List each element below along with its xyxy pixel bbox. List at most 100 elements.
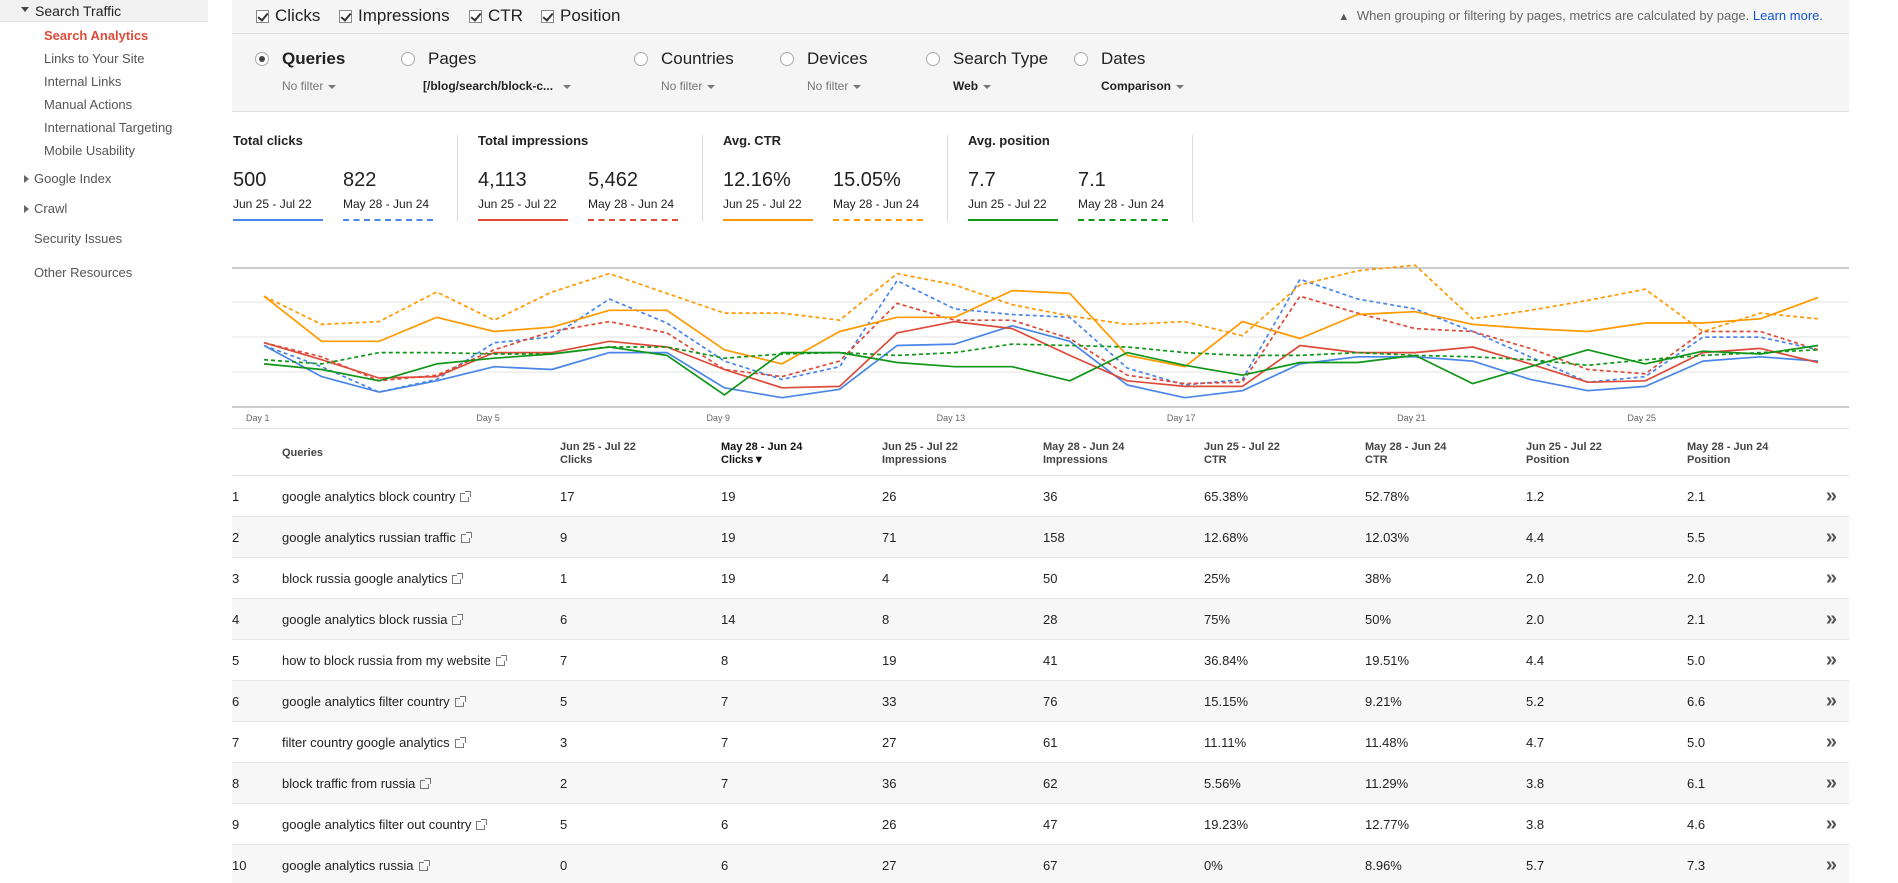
ctr-checkbox-label: CTR <box>488 6 523 25</box>
sidebar-section-search-traffic[interactable]: Search Traffic <box>0 0 208 22</box>
table-row[interactable]: 5 how to block russia from my website 7 8 19… <box>232 640 1849 681</box>
cell-text: 4.6 <box>1687 817 1706 832</box>
column-header-5[interactable]: Jun 25 - Jul 22 CTR <box>1204 441 1280 467</box>
table-row[interactable]: 10 google analytics russia 0 6 27 67 0% 8.96% 5.… <box>232 845 1849 883</box>
external-link-icon[interactable] <box>452 573 464 584</box>
query-link[interactable]: how to block russia from my website <box>282 653 507 668</box>
avg-position-title: Avg. position <box>968 133 1050 148</box>
filter-countries-dropdown[interactable]: No filter <box>661 79 716 93</box>
external-link-icon[interactable] <box>418 860 430 871</box>
double-chevron-right-icon[interactable]: » <box>1825 485 1837 507</box>
column-header-queries[interactable]: Queries <box>282 447 323 460</box>
radio-selected-icon[interactable] <box>255 52 269 66</box>
sidebar-item-international-targeting[interactable]: International Targeting <box>44 120 173 135</box>
external-link-icon[interactable] <box>420 778 432 789</box>
table-row[interactable]: 7 filter country google analytics 3 7 27 61 11… <box>232 722 1849 763</box>
external-link-icon[interactable] <box>460 532 472 543</box>
column-header-1[interactable]: Jun 25 - Jul 22 Clicks <box>560 441 636 467</box>
total-impressions-card[interactable]: Total impressions 4,113 Jun 25 - Jul 22 … <box>478 133 678 221</box>
sidebar-item-links-to-your-site[interactable]: Links to Your Site <box>44 51 145 66</box>
metric-cell: 28 <box>1043 612 1057 627</box>
metric-cell: 3.8 <box>1526 776 1544 791</box>
query-link[interactable]: google analytics block country <box>282 489 472 504</box>
table-row[interactable]: 9 google analytics filter out country 5 6 26… <box>232 804 1849 845</box>
table-row[interactable]: 3 block russia google analytics 1 19 4 50 25% 3… <box>232 558 1849 599</box>
filter-search-type-label: Search Type <box>953 49 1049 68</box>
filter-devices-dropdown[interactable]: No filter <box>807 79 862 93</box>
queries-table: Queries Jun 25 - Jul 22 Clicks May 28 - Jun… <box>232 428 1849 883</box>
table-row[interactable]: 2 google analytics russian traffic 9 19 71 15… <box>232 517 1849 558</box>
query-link[interactable]: google analytics filter out country <box>282 817 488 832</box>
cell-text: 36 <box>882 776 897 791</box>
double-chevron-right-icon[interactable]: » <box>1825 731 1837 753</box>
query-link[interactable]: block russia google analytics <box>282 571 464 586</box>
table-row[interactable]: 1 google analytics block country 17 19 26 36 6… <box>232 476 1849 517</box>
column-header-8[interactable]: May 28 - Jun 24 Position <box>1687 441 1768 467</box>
filter-queries-dropdown[interactable]: No filter <box>282 79 337 93</box>
sidebar-item-manual-actions[interactable]: Manual Actions <box>44 97 133 112</box>
metric-cell: 1.2 <box>1526 489 1544 504</box>
sidebar-item-search-analytics[interactable]: Search Analytics <box>44 28 149 43</box>
query-link[interactable]: google analytics russia <box>282 858 430 873</box>
metric-cell: 9 <box>560 530 567 545</box>
double-chevron-right-icon[interactable]: » <box>1825 772 1837 794</box>
double-chevron-right-icon[interactable]: » <box>1825 526 1837 548</box>
sidebar-item-mobile-usability[interactable]: Mobile Usability <box>44 143 136 158</box>
filter-pages-dropdown[interactable]: [/blog/search/block-c... <box>423 79 572 93</box>
cell-text: google analytics filter out country <box>282 817 472 832</box>
query-link[interactable]: google analytics filter country <box>282 694 466 709</box>
learn-more-link[interactable]: Learn more. <box>1752 8 1823 23</box>
table-row[interactable]: 4 google analytics block russia 6 14 8 28 75% 5… <box>232 599 1849 640</box>
external-link-icon[interactable] <box>476 819 488 830</box>
column-header-6[interactable]: May 28 - Jun 24 CTR <box>1365 441 1446 467</box>
external-link-icon[interactable] <box>452 614 464 625</box>
radio-icon[interactable] <box>634 52 648 66</box>
double-chevron-right-icon[interactable]: » <box>1825 608 1837 630</box>
radio-icon[interactable] <box>401 52 415 66</box>
impressions-checkbox[interactable]: Impressions <box>339 6 450 26</box>
total-clicks-card[interactable]: Total clicks 500 Jun 25 - Jul 22 822 May… <box>233 133 433 221</box>
query-link[interactable]: block traffic from russia <box>282 776 432 791</box>
column-header-7[interactable]: Jun 25 - Jul 22 Position <box>1526 441 1602 467</box>
column-header-4[interactable]: May 28 - Jun 24 Impressions <box>1043 441 1124 467</box>
filter-search-type-dropdown[interactable]: Web <box>953 79 992 93</box>
double-chevron-right-icon[interactable]: » <box>1825 813 1837 835</box>
avg-ctr-card[interactable]: Avg. CTR 12.16% Jun 25 - Jul 22 15.05% M… <box>723 133 923 221</box>
radio-icon[interactable] <box>780 52 794 66</box>
radio-icon[interactable] <box>1074 52 1088 66</box>
sidebar-item-google-index[interactable]: Google Index <box>34 171 112 186</box>
double-chevron-right-icon[interactable]: » <box>1825 649 1837 671</box>
row-number: 8 <box>232 776 239 791</box>
column-header-2[interactable]: May 28 - Jun 24 Clicks▼ <box>721 441 802 467</box>
cell-text: 9 <box>232 817 240 832</box>
sidebar-item-other-resources[interactable]: Other Resources <box>34 265 133 280</box>
comparison-line-chart[interactable]: Day 1 Day 5 Day 9 Day 13 Day 17 Day 21 Day 25 <box>232 262 1849 426</box>
total-impressions-value-a: 4,113 <box>478 169 527 191</box>
query-link[interactable]: filter country google analytics <box>282 735 466 750</box>
sidebar-item-internal-links[interactable]: Internal Links <box>44 74 122 89</box>
row-number: 7 <box>232 735 239 750</box>
external-link-icon[interactable] <box>460 491 472 502</box>
metric-cell: 17 <box>560 489 574 504</box>
double-chevron-right-icon[interactable]: » <box>1825 854 1837 876</box>
table-row[interactable]: 8 block traffic from russia 2 7 36 62 5.56% 11.… <box>232 763 1849 804</box>
table-row[interactable]: 6 google analytics filter country 5 7 33 76 15… <box>232 681 1849 722</box>
external-link-icon[interactable] <box>495 655 507 666</box>
sidebar-item-security-issues[interactable]: Security Issues <box>34 231 123 246</box>
query-link[interactable]: google analytics block russia <box>282 612 464 627</box>
query-link[interactable]: google analytics russian traffic <box>282 530 472 545</box>
ctr-checkbox[interactable]: CTR <box>469 6 523 26</box>
radio-icon[interactable] <box>926 52 940 66</box>
column-header-3[interactable]: Jun 25 - Jul 22 Impressions <box>882 441 958 467</box>
double-chevron-right-icon[interactable]: » <box>1825 567 1837 589</box>
sidebar-item-crawl[interactable]: Crawl <box>34 201 68 216</box>
external-link-icon[interactable] <box>454 696 466 707</box>
filter-countries-value: No filter <box>661 79 703 93</box>
avg-position-card[interactable]: Avg. position 7.7 Jun 25 - Jul 22 7.1 Ma… <box>968 133 1168 221</box>
cell-text: 1 <box>232 489 240 504</box>
clicks-checkbox[interactable]: Clicks <box>256 6 320 26</box>
double-chevron-right-icon[interactable]: » <box>1825 690 1837 712</box>
position-checkbox[interactable]: Position <box>541 6 620 26</box>
filter-dates-dropdown[interactable]: Comparison <box>1101 79 1185 93</box>
external-link-icon[interactable] <box>454 737 466 748</box>
